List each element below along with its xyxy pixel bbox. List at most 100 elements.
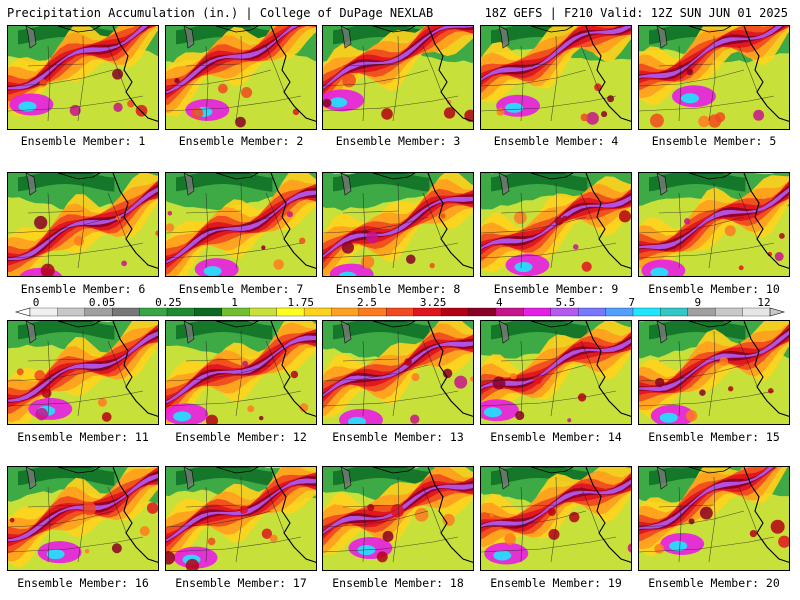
- precip-map: [166, 467, 316, 570]
- precip-cell: [139, 526, 150, 537]
- coastline: [427, 26, 473, 122]
- state-border: [185, 504, 242, 508]
- precip-cell: [686, 68, 694, 76]
- precip-cell: [513, 211, 527, 224]
- precip-cell: [112, 68, 124, 80]
- colorbar-segment: [742, 307, 771, 317]
- precip-cell: [323, 98, 332, 108]
- precip-cell: [411, 373, 420, 382]
- panel-label: Ensemble Member: 8: [335, 282, 461, 296]
- colorbar-segment: [166, 307, 195, 317]
- precip-cell: [242, 360, 249, 367]
- precip-cell: [361, 255, 375, 269]
- state-border: [77, 35, 85, 122]
- ensemble-panel: [165, 466, 317, 571]
- coastline: [743, 321, 789, 417]
- precip-cell: [724, 225, 736, 237]
- precip-cell: [547, 507, 556, 516]
- panel-label: Ensemble Member: 19: [490, 576, 622, 590]
- panel-label: Ensemble Member: 2: [178, 134, 304, 148]
- coastline: [585, 173, 631, 269]
- ensemble-panel: [7, 172, 159, 277]
- precip-cell: [442, 368, 453, 379]
- state-border: [550, 182, 558, 269]
- colorbar-segment: [413, 307, 442, 317]
- great-lake: [498, 467, 510, 490]
- precip-cell: [135, 104, 148, 117]
- ensemble-panel: [638, 172, 790, 277]
- precip-map: [8, 173, 158, 276]
- great-lake: [656, 467, 668, 490]
- precip-map: [8, 467, 158, 570]
- colorbar-segment: [303, 307, 332, 317]
- colorbar-segment: [550, 307, 579, 317]
- precip-cell: [767, 388, 774, 394]
- state-border: [27, 504, 84, 508]
- precip-map: [481, 173, 631, 276]
- precip-cell: [261, 528, 273, 539]
- great-lake: [215, 26, 259, 33]
- precip-cell: [97, 397, 107, 407]
- colorbar-segment: [358, 307, 387, 317]
- coastline: [743, 173, 789, 269]
- precip-cell: [111, 543, 122, 554]
- state-border: [639, 364, 745, 382]
- state-border: [500, 63, 557, 67]
- coastline: [112, 173, 158, 269]
- panel-label: Ensemble Member: 15: [648, 430, 780, 444]
- precip-cell: [753, 109, 765, 121]
- state-border: [265, 192, 285, 239]
- precip-map: [8, 26, 158, 129]
- precip-region: [481, 338, 631, 390]
- great-lake: [57, 173, 101, 180]
- model-run-info: 18Z GEFS | F210 Valid: 12Z SUN JUN 01 20…: [484, 6, 788, 20]
- coastline: [585, 26, 631, 122]
- precip-cell: [469, 376, 473, 382]
- precip-cell: [273, 259, 284, 270]
- precip-cell: [41, 388, 52, 399]
- precip-cell: [698, 115, 710, 128]
- colorbar-segment: [495, 307, 524, 317]
- precip-cell: [554, 216, 564, 226]
- state-border: [550, 476, 558, 563]
- state-border: [235, 35, 243, 122]
- ensemble-panel: [322, 466, 474, 571]
- great-lake: [530, 467, 574, 474]
- great-lake: [57, 321, 101, 328]
- figure-title: Precipitation Accumulation (in.) | Colle…: [7, 6, 434, 20]
- state-border: [107, 192, 127, 239]
- precip-cell: [601, 111, 608, 118]
- state-border: [235, 182, 243, 269]
- state-border: [323, 69, 429, 87]
- precip-cell: [715, 112, 726, 123]
- precip-core: [669, 540, 688, 551]
- panel-label: Ensemble Member: 12: [175, 430, 307, 444]
- precip-core: [659, 412, 678, 423]
- panel-label: Ensemble Member: 6: [20, 282, 146, 296]
- panel-label: Ensemble Member: 5: [651, 134, 777, 148]
- panel-label: Ensemble Member: 1: [20, 134, 146, 148]
- precip-cell: [376, 551, 388, 563]
- precip-cell: [699, 389, 706, 396]
- state-border: [27, 210, 84, 214]
- coastline: [112, 467, 158, 563]
- panel-label: Ensemble Member: 14: [490, 430, 622, 444]
- precip-cell: [778, 233, 785, 239]
- precip-region: [166, 476, 316, 543]
- precip-cell: [16, 368, 24, 376]
- precip-map: [481, 321, 631, 424]
- colorbar-tick-label: 9: [695, 296, 702, 309]
- state-border: [639, 69, 745, 87]
- precip-cell: [510, 373, 517, 380]
- precip-cell: [166, 223, 175, 232]
- precip-cell: [685, 410, 698, 422]
- state-border: [323, 510, 429, 528]
- precip-cell: [489, 513, 494, 518]
- precip-map: [8, 321, 158, 424]
- state-border: [77, 182, 85, 269]
- great-lake: [530, 173, 574, 180]
- precip-cell: [247, 405, 255, 413]
- precip-cell: [719, 356, 729, 366]
- colorbar-segment: [523, 307, 552, 317]
- great-lake: [215, 467, 259, 474]
